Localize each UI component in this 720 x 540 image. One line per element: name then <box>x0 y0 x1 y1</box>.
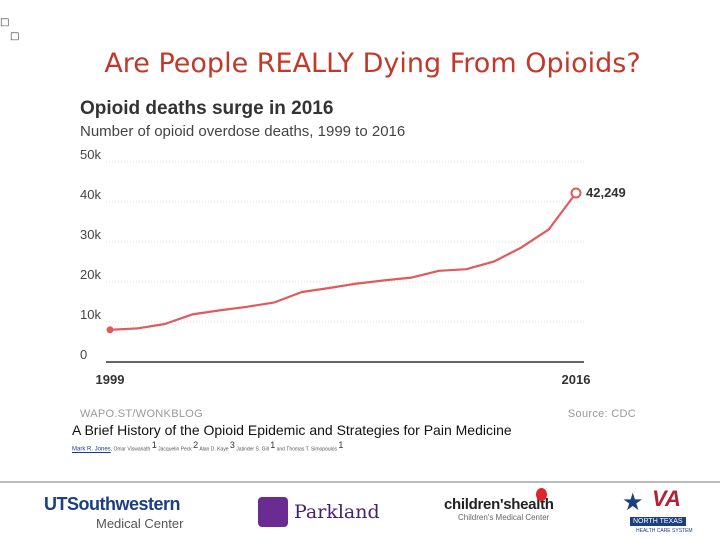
data-point-start <box>106 326 114 334</box>
balloon-icon <box>536 488 547 501</box>
x-tick-label: 2016 <box>562 372 591 387</box>
paper-title: A Brief History of the Opioid Epidemic a… <box>72 422 512 438</box>
author-affiliation: 1 <box>338 440 344 450</box>
author-name[interactable]: Omar Viswanath <box>113 446 151 453</box>
author-joiner: and <box>276 446 285 453</box>
author-affiliation: 1 <box>270 440 276 450</box>
author-name[interactable]: Alan D. Kaye <box>199 446 229 453</box>
slide-title: Are People REALLY Dying From Opioids? <box>104 48 641 79</box>
childrens-logo-line1: children'shealth <box>444 496 554 513</box>
author-affiliation: 2 <box>193 440 199 450</box>
va-logo: ★ VA NORTH TEXAS HEALTH CARE SYSTEM <box>622 486 702 535</box>
chart-watermark: WAPO.ST/WONKBLOG <box>80 408 203 420</box>
chart-source: Source: CDC <box>567 408 636 420</box>
y-tick-label: 10k <box>80 307 101 322</box>
chart-svg: 0 10k 20k 30k 40k 50k 1999 2016 42,249 <box>80 147 626 387</box>
utsw-logo: UTSouthwestern Medical Center <box>44 494 183 531</box>
va-logo-line2: HEALTH CARE SYSTEM <box>636 528 693 534</box>
parkland-logo: Parkland <box>258 497 380 527</box>
y-tick-label: 0 <box>80 347 87 362</box>
author-affiliation: 3 <box>229 440 235 450</box>
author-name[interactable]: Jatinder S. Gill <box>236 446 269 453</box>
y-tick-label: 50k <box>80 147 101 162</box>
corner-mark-2: □ <box>10 31 20 42</box>
va-logo-mark: VA <box>652 486 681 511</box>
parkland-emblem-icon <box>258 497 288 527</box>
chart-title: Opioid deaths surge in 2016 <box>80 98 334 119</box>
author-name[interactable]: Jacquelin Peck <box>158 446 192 453</box>
y-tick-label: 30k <box>80 227 101 242</box>
x-tick-label: 1999 <box>96 372 125 387</box>
utsw-logo-line2: Medical Center <box>96 516 184 531</box>
childrens-health-logo: children'shealth Children's Medical Cent… <box>444 488 554 522</box>
va-logo-line1: NORTH TEXAS <box>630 517 686 526</box>
data-point-end <box>570 187 582 199</box>
citation: A Brief History of the Opioid Epidemic a… <box>72 422 712 453</box>
chart-panel: 0 10k 20k 30k 40k 50k 1999 2016 42,249 Opioid de… <box>78 96 640 426</box>
utsw-logo-line1: UTSouthwestern <box>44 494 181 514</box>
parkland-logo-text: Parkland <box>294 501 380 523</box>
childrens-logo-line2: Children's Medical Center <box>458 513 550 522</box>
author-name[interactable]: Thomas T. Simopoulos <box>286 446 338 453</box>
y-tick-label: 40k <box>80 187 101 202</box>
series-line <box>109 192 577 331</box>
author-list: Mark R. Jones, Omar Viswanath 1 Jacqueli… <box>72 440 344 453</box>
data-label: 42,249 <box>586 185 626 200</box>
chart-subtitle: Number of opioid overdose deaths, 1999 t… <box>80 123 406 140</box>
author-affiliation: 1 <box>151 440 157 450</box>
corner-mark-1: □ <box>0 17 10 28</box>
footer-divider <box>0 481 720 483</box>
lead-author-link[interactable]: Mark R. Jones <box>72 446 111 453</box>
star-icon: ★ <box>622 489 644 516</box>
y-tick-label: 20k <box>80 267 101 282</box>
